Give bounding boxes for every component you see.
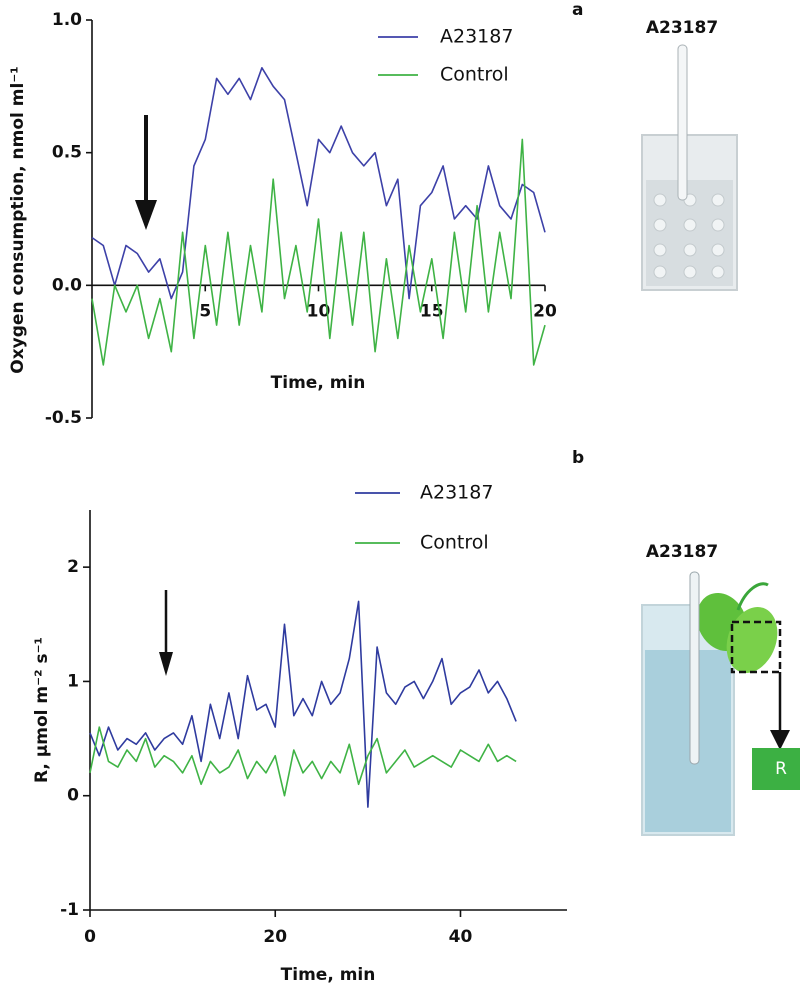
y-axis-label: R, µmol m⁻² s⁻¹: [32, 637, 52, 783]
legend-label: Control: [420, 532, 489, 554]
arrow-head: [159, 652, 173, 676]
y-tick-label: 1: [67, 671, 79, 691]
x-axis-label: Time, min: [281, 965, 376, 985]
y-tick-label: 0: [67, 786, 79, 806]
x-tick-label: 5: [199, 301, 211, 321]
y-tick-label: 2: [67, 557, 79, 577]
x-tick-label: 15: [420, 301, 444, 321]
x-tick-label: 10: [307, 301, 331, 321]
y-tick-label: -0.5: [45, 408, 82, 428]
x-tick-label: 20: [263, 927, 287, 947]
panel-label: b: [572, 448, 584, 468]
legend-label: A23187: [440, 26, 513, 48]
y-tick-label: 0.5: [52, 143, 82, 163]
legend-label: Control: [440, 64, 509, 86]
x-tick-label: 40: [449, 927, 473, 947]
series-line: [91, 138, 546, 366]
x-tick-label: 0: [84, 927, 96, 947]
series-line: [89, 726, 517, 797]
arrow-head: [135, 200, 157, 230]
illustration-label: A23187: [646, 542, 718, 562]
illustration-label: A23187: [646, 18, 718, 38]
series-line: [89, 600, 517, 808]
y-tick-label: -1: [60, 900, 79, 920]
legend-label: A23187: [420, 482, 493, 504]
y-tick-label: 0.0: [52, 275, 82, 295]
illustration-b: R A23187: [641, 542, 800, 836]
illustration-a: A23187: [641, 18, 738, 291]
series-line: [91, 67, 546, 300]
panel-label: a: [572, 0, 583, 20]
output-label: R: [775, 759, 787, 779]
x-tick-label: 20: [533, 301, 557, 321]
y-tick-label: 1.0: [52, 10, 82, 30]
y-axis-label: Oxygen consumption, nmol ml⁻¹: [8, 66, 28, 374]
x-axis-label: Time, min: [271, 373, 366, 393]
